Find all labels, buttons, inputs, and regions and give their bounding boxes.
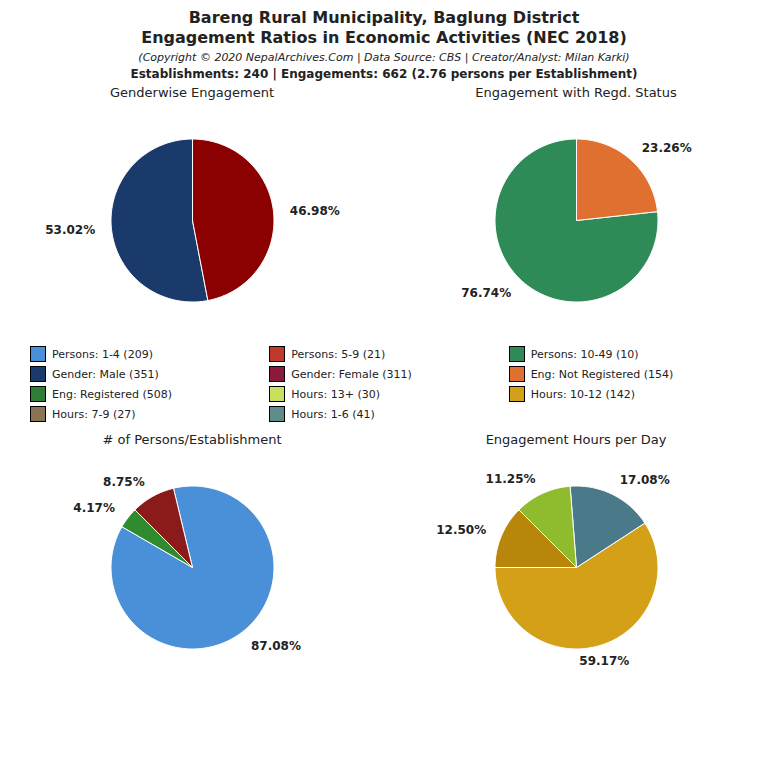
- svg-text:59.17%: 59.17%: [579, 654, 629, 668]
- html-text:# of Persons/Establishment: # of Persons/Establishment: [102, 432, 282, 447]
- svg-text:76.74%: 76.74%: [461, 286, 511, 300]
- html-text:Persons: 1-4 (209): Persons: 1-4 (209): [52, 347, 153, 361]
- html-text:Gender: Male (351): Gender: Male (351): [52, 367, 159, 381]
- svg-text:53.02%: 53.02%: [45, 223, 95, 237]
- html-text:Persons: 10-49 (10): Persons: 10-49 (10): [530, 347, 639, 361]
- html-text:Engagement Hours per Day: Engagement Hours per Day: [485, 432, 667, 447]
- html-text:Establishments: 240 | Engageme: Establishments: 240 | Engagements: 662 (…: [130, 67, 638, 81]
- svg-text:8.75%: 8.75%: [103, 475, 145, 489]
- svg-text:23.26%: 23.26%: [642, 141, 692, 155]
- html-text:(Copyright © 2020 NepalArchive: (Copyright © 2020 NepalArchives.Com | Da…: [138, 51, 630, 64]
- html-text:Engagement with Regd. Status: Engagement with Regd. Status: [475, 85, 677, 100]
- svg-text:12.50%: 12.50%: [436, 523, 486, 537]
- svg-text:11.25%: 11.25%: [486, 472, 536, 486]
- svg-text:87.08%: 87.08%: [251, 639, 301, 653]
- html-text:Genderwise Engagement: Genderwise Engagement: [110, 85, 274, 100]
- svg-text:46.98%: 46.98%: [290, 204, 340, 218]
- svg-text:4.17%: 4.17%: [73, 501, 115, 515]
- html-text:Hours: 1-6 (41): Hours: 1-6 (41): [291, 407, 375, 421]
- svg-text:17.08%: 17.08%: [620, 473, 670, 487]
- html-text:Eng: Registered (508): Eng: Registered (508): [52, 387, 172, 401]
- html-text:Eng: Not Registered (154): Eng: Not Registered (154): [530, 367, 674, 381]
- html-text:Engagement Ratios in Economic: Engagement Ratios in Economic Activities…: [141, 28, 627, 47]
- html-text:Hours: 7-9 (27): Hours: 7-9 (27): [52, 407, 136, 421]
- html-text:Gender: Female (311): Gender: Female (311): [291, 367, 412, 381]
- html-text:Bareng Rural Municipality, Bag: Bareng Rural Municipality, Baglung Distr…: [188, 8, 580, 27]
- html-text:Hours: 10-12 (142): Hours: 10-12 (142): [530, 387, 636, 401]
- html-text:Hours: 13+ (30): Hours: 13+ (30): [291, 387, 381, 401]
- html-text:Persons: 5-9 (21): Persons: 5-9 (21): [291, 347, 386, 361]
